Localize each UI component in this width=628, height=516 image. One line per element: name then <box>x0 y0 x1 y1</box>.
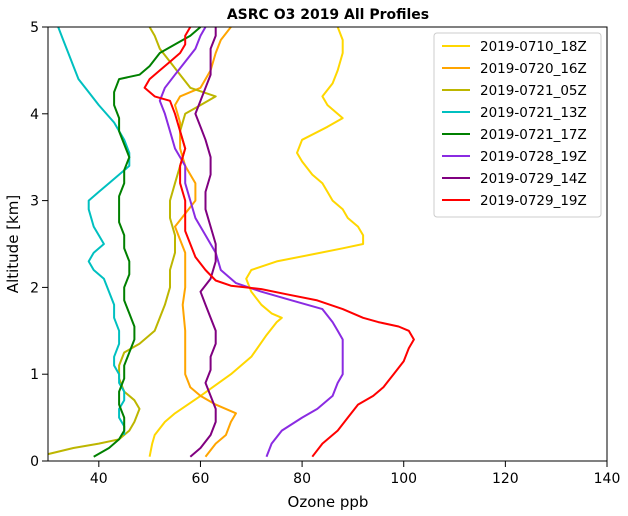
series-line-4 <box>93 26 202 458</box>
legend-label-6: 2019-0729_14Z <box>480 171 587 187</box>
legend-box <box>433 32 602 218</box>
chart-title: ASRC O3 2019 All Profiles <box>227 7 429 23</box>
series-line-7 <box>143 26 415 458</box>
x-tick-label-4: 120 <box>492 471 519 487</box>
y-tick-label-1: 1 <box>30 367 39 383</box>
ticks-layer: 40 60 80 100 120 140 0 1 2 3 4 5 <box>30 20 620 487</box>
legend-label-2: 2019-0721_05Z <box>480 83 587 99</box>
x-tick-label-0: 40 <box>90 471 108 487</box>
y-tick-label-4: 4 <box>30 107 39 123</box>
legend-label-1: 2019-0720_16Z <box>480 61 587 77</box>
series-line-1 <box>174 26 237 458</box>
series-line-3 <box>57 26 131 435</box>
x-axis-label: Ozone ppb <box>288 493 369 511</box>
y-tick-label-0: 0 <box>30 454 39 470</box>
series-layer <box>47 26 415 458</box>
y-tick-label-3: 3 <box>30 194 39 210</box>
series-line-5 <box>158 26 344 458</box>
legend-label-0: 2019-0710_18Z <box>480 39 587 55</box>
y-tick-label-5: 5 <box>30 20 39 36</box>
x-tick-label-1: 60 <box>192 471 210 487</box>
legend-label-5: 2019-0728_19Z <box>480 149 587 165</box>
legend-label-4: 2019-0721_17Z <box>480 127 587 143</box>
plot-frame <box>47 26 608 462</box>
x-tick-label-3: 100 <box>390 471 417 487</box>
y-tick-label-2: 2 <box>30 280 39 296</box>
y-axis-label: Altitude [km] <box>4 195 22 293</box>
x-tick-label-5: 140 <box>594 471 621 487</box>
x-tick-label-2: 80 <box>293 471 311 487</box>
series-line-2 <box>47 26 217 456</box>
series-line-6 <box>189 27 217 458</box>
series-line-0 <box>148 26 365 457</box>
legend-label-3: 2019-0721_13Z <box>480 105 587 121</box>
legend-label-7: 2019-0729_19Z <box>480 193 587 209</box>
legend: 2019-0710_18Z 2019-0720_16Z 2019-0721_05Z 2… <box>433 32 602 218</box>
